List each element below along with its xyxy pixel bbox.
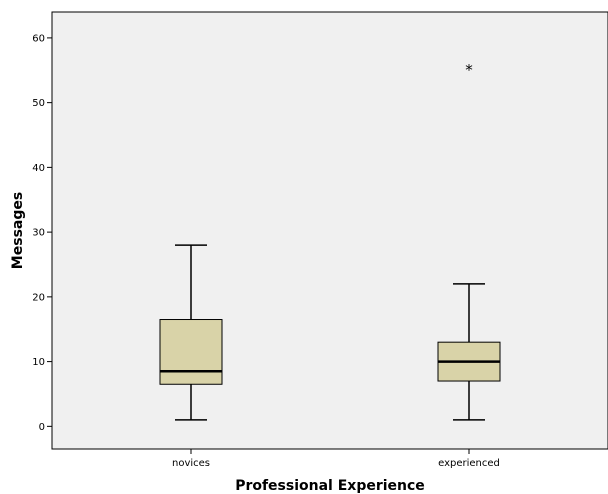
- y-tick-label: 60: [32, 33, 45, 44]
- x-axis-title: Professional Experience: [235, 478, 425, 494]
- x-tick-label: experienced: [438, 458, 500, 469]
- outlier-point: *: [465, 61, 473, 79]
- y-tick-label: 20: [32, 292, 45, 303]
- iqr-box: [159, 319, 223, 385]
- x-tick-label: novices: [172, 458, 210, 469]
- x-axis: novices experienced: [172, 449, 500, 469]
- y-axis-title: Messages: [10, 192, 26, 269]
- y-axis: 0 10 20 30 40 50 60: [32, 33, 52, 433]
- box-group: *: [159, 61, 501, 421]
- y-tick-label: 40: [32, 163, 45, 174]
- y-tick-label: 10: [32, 357, 45, 368]
- y-tick-label: 0: [39, 422, 45, 433]
- y-tick-label: 30: [32, 228, 45, 239]
- plot-area: [51, 11, 608, 450]
- y-tick-label: 50: [32, 98, 45, 109]
